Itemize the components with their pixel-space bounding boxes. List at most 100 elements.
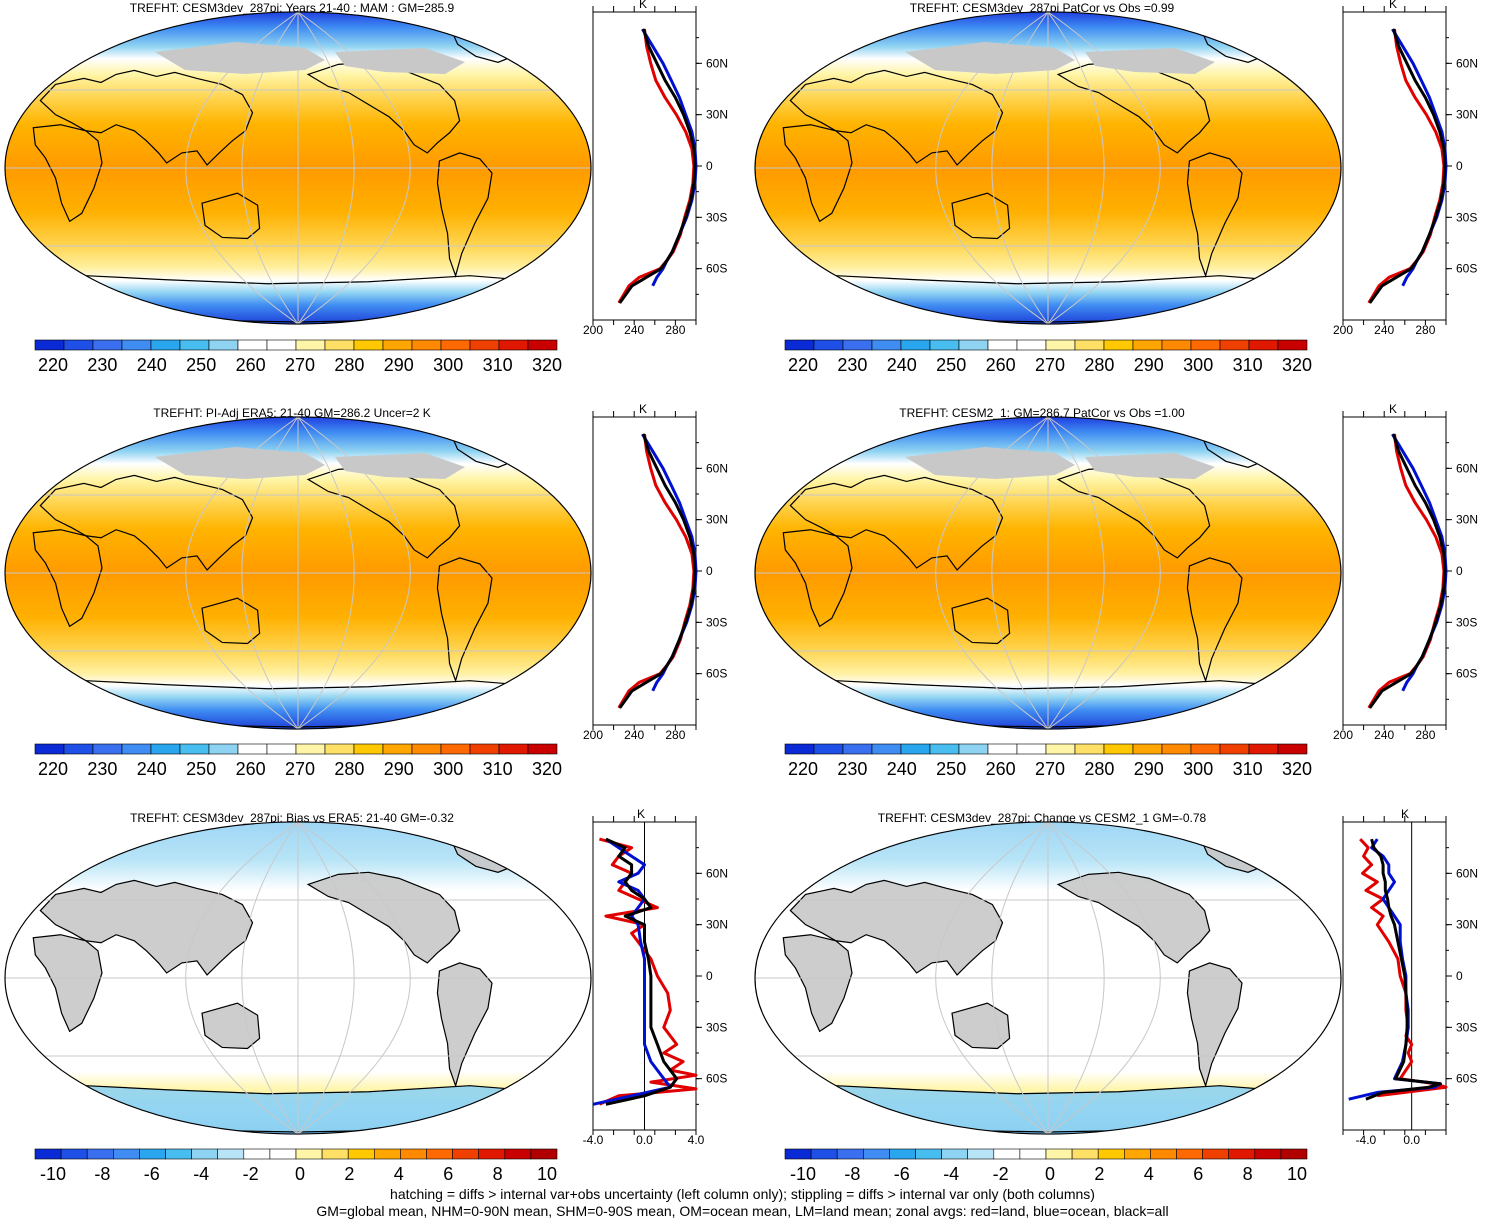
land-mask	[1085, 453, 1215, 479]
colorbar-label: 310	[1233, 759, 1263, 779]
colorbar-label: 290	[384, 759, 414, 779]
colorbar-swatch	[295, 1148, 323, 1160]
zonal-lat-label: 30N	[706, 108, 728, 122]
colorbar-label: 270	[1035, 355, 1065, 375]
colorbar-swatch	[113, 1148, 140, 1160]
zonal-lat-label: 0	[1456, 564, 1463, 578]
map-panel	[754, 11, 1342, 325]
colorbar-label: 10	[1287, 1164, 1307, 1184]
panel-title: TREFHT: PI-Adj ERA5: 21-40 GM=286.2 Unce…	[153, 406, 430, 420]
coastline	[1056, 871, 1211, 964]
colorbar-abs-3: 220 230 240 250 260 270 280 290 300 310 320	[34, 743, 562, 779]
colorbar-swatch	[139, 1148, 166, 1160]
colorbar-swatch	[321, 1148, 349, 1160]
colorbar-label: 250	[186, 759, 216, 779]
colorbar-swatch	[527, 339, 558, 351]
zonal-mean-panel: K -4.0 0.0 4.0 60N 30N 0 30S 60S	[583, 807, 728, 1147]
colorbar-swatch	[150, 743, 181, 755]
colorbar-label: 300	[1183, 355, 1213, 375]
zonal-x-tick-label: 200	[1333, 728, 1353, 742]
colorbar-swatch	[452, 1148, 480, 1160]
zonal-lat-label: 30N	[1456, 108, 1478, 122]
colorbar-swatch	[1045, 339, 1076, 351]
colorbar-swatch	[266, 339, 297, 351]
colorbar-label: -10	[790, 1164, 816, 1184]
panel-title: TREFHT: CESM3dev_287pi: Bias vs ERA5: 21…	[130, 811, 454, 825]
colorbar-swatch	[295, 743, 326, 755]
colorbar-label: 310	[483, 759, 513, 779]
zonal-lat-label: 30N	[1456, 513, 1478, 527]
coastline	[306, 871, 461, 964]
zonal-x-tick-label: 280	[665, 323, 685, 337]
colorbar-swatch	[967, 1148, 995, 1160]
colorbar-swatch	[810, 1148, 838, 1160]
colorbar-swatch	[440, 339, 471, 351]
zonal-lat-label: 30N	[706, 513, 728, 527]
colorbar-label: -4	[943, 1164, 959, 1184]
colorbar-swatch	[382, 339, 413, 351]
colorbar-swatch	[1150, 1148, 1177, 1160]
zonal-mean-panel: K 200 240 280 60N 30N 0 30S 60S	[1333, 0, 1478, 337]
colorbar-swatch	[1019, 1148, 1047, 1160]
colorbar-swatch	[92, 339, 123, 351]
graticule-lon	[241, 821, 299, 1135]
coastline	[1186, 152, 1243, 278]
coastline	[39, 879, 254, 976]
colorbar-swatch	[469, 339, 500, 351]
colorbar-swatch	[1202, 1148, 1229, 1160]
zonal-lat-label: 60S	[1456, 1072, 1477, 1086]
colorbar-label: 260	[236, 759, 266, 779]
zonal-x-tick-label: 240	[624, 728, 644, 742]
colorbar-swatch	[373, 1148, 401, 1160]
map-panel	[4, 416, 592, 730]
zonal-x-tick-label: 0.0	[1403, 1133, 1420, 1147]
colorbar-swatch	[900, 743, 931, 755]
zonal-series-all	[1368, 433, 1447, 709]
colorbar-swatch	[237, 743, 268, 755]
land-mask	[155, 447, 325, 479]
coastline	[436, 152, 493, 278]
zonal-x-tick-label: -4.0	[1356, 1133, 1377, 1147]
colorbar-swatch	[165, 1148, 192, 1160]
map-border	[4, 11, 592, 325]
colorbar-swatch	[958, 743, 989, 755]
colorbar-diff-2: -10 -8 -6 -4 -2 0 2 4 6 8 10	[784, 1148, 1308, 1184]
graticule-lon	[991, 11, 1049, 325]
colorbar-label: 220	[38, 759, 68, 779]
colorbar-swatch	[1074, 743, 1105, 755]
colorbar-swatch	[426, 1148, 453, 1160]
colorbar-swatch	[993, 1148, 1021, 1160]
zonal-series-land	[1367, 433, 1446, 709]
colorbar-label: 230	[87, 355, 117, 375]
zonal-x-tick-label: 280	[665, 728, 685, 742]
colorbar-swatch	[86, 1148, 114, 1160]
colorbar-swatch	[347, 1148, 375, 1160]
graticule-lon	[935, 416, 1049, 730]
colorbar-swatch	[842, 339, 873, 351]
map-panel	[4, 821, 592, 1135]
colorbar-swatch	[1097, 1148, 1125, 1160]
colorbar-label: 250	[936, 759, 966, 779]
colorbar-swatch	[1280, 1148, 1308, 1160]
colorbar-swatch	[784, 1148, 812, 1160]
colorbar-swatch	[1132, 339, 1163, 351]
colorbar-swatch	[1190, 743, 1221, 755]
colorbar-label: 320	[532, 355, 562, 375]
zonal-lat-label: 30S	[1456, 210, 1477, 224]
colorbar-swatch	[987, 743, 1018, 755]
zonal-unit-label: K	[1401, 807, 1409, 821]
colorbar-label: -6	[144, 1164, 160, 1184]
coastline	[39, 69, 254, 166]
colorbar-swatch	[871, 743, 902, 755]
colorbar-abs-2: 220 230 240 250 260 270 280 290 300 310 320	[784, 339, 1312, 375]
graticule-lon	[185, 416, 299, 730]
colorbar-swatch	[243, 1148, 271, 1160]
colorbar-swatch	[862, 1148, 890, 1160]
map-panel	[754, 416, 1342, 730]
colorbar-swatch	[179, 743, 210, 755]
zonal-x-tick-label: 240	[624, 323, 644, 337]
colorbar-label: -8	[94, 1164, 110, 1184]
colorbar-swatch	[121, 339, 152, 351]
colorbar-label: 220	[38, 355, 68, 375]
coastline	[774, 1085, 1338, 1133]
